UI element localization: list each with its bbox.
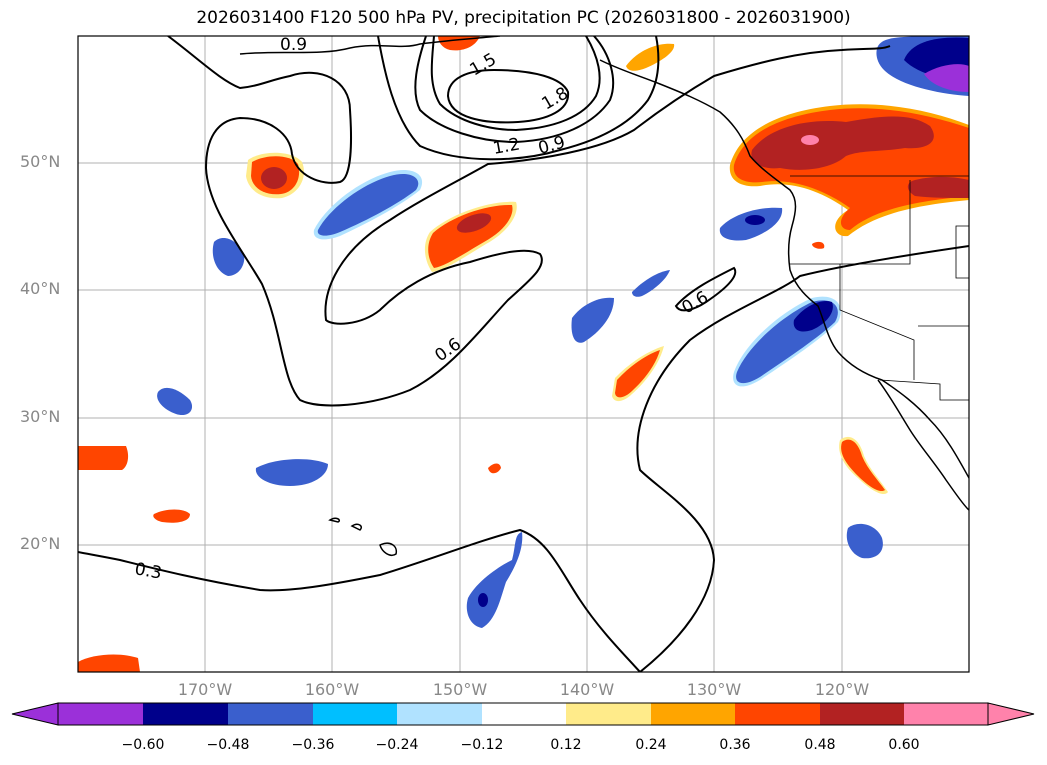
precip-neg-ca-core — [793, 300, 833, 332]
precip-blob-central-core — [428, 204, 513, 268]
precip-blob-subtropic-core — [615, 350, 660, 398]
colorbar-segment-8 — [735, 703, 820, 725]
precip-neg-mid — [571, 297, 614, 343]
colorbar — [11, 702, 1035, 726]
precip-neg-or-core — [745, 215, 765, 225]
precip-blob-canada-max-e — [907, 176, 969, 198]
lat-label-40n: 40°N — [20, 279, 61, 298]
baja-coast — [877, 379, 969, 511]
precip-neg-south — [466, 532, 523, 628]
contour-0.6-ca — [674, 266, 737, 312]
precip-positive-areas — [78, 36, 969, 672]
political-borders — [790, 175, 969, 401]
precip-neg-small — [632, 270, 670, 297]
contour-1.8 — [446, 68, 570, 124]
precip-blob-west-edge — [78, 446, 129, 470]
precip-neg-hi — [157, 387, 193, 416]
precip-blob-small-1 — [153, 509, 190, 523]
colorbar-segment-3 — [313, 703, 397, 725]
contour-1.2 — [430, 36, 601, 132]
colorbar-tick-9: 0.60 — [888, 737, 920, 753]
precip-blob-baja-core — [841, 439, 885, 492]
colorbar-tick-6: 0.24 — [635, 737, 667, 753]
precip-neg-south-core — [478, 593, 488, 607]
lon-label-160w: 160°W — [304, 680, 360, 699]
precip-blob-central-max — [456, 213, 492, 233]
precip-neg-mex — [846, 523, 883, 559]
colorbar-extend-max — [987, 702, 1035, 726]
precip-neg-aleut — [212, 238, 245, 276]
colorbar-tick-2: −0.36 — [291, 737, 335, 753]
colorbar-segment-4 — [397, 703, 482, 725]
colorbar-tick-1: −0.48 — [206, 737, 250, 753]
colorbar-extend-min — [11, 702, 59, 726]
precip-blob-small-2 — [488, 463, 501, 474]
colorbar-tick-5: 0.12 — [550, 737, 582, 753]
hawaii — [328, 517, 398, 557]
colorbar-tick-7: 0.36 — [719, 737, 751, 753]
colorbar-segment-1 — [143, 703, 228, 725]
colorbar-segment-10 — [904, 703, 988, 725]
precip-neg-ne-peak — [924, 64, 969, 92]
lon-label-130w: 130°W — [686, 680, 742, 699]
lat-label-50n: 50°N — [20, 152, 61, 171]
colorbar-tick-0: −0.60 — [121, 737, 165, 753]
contour-0.9-nw — [167, 36, 891, 407]
lon-label-120w: 120°W — [814, 680, 870, 699]
precip-neg-central-s — [255, 459, 328, 486]
precip-blob-sw-edge — [78, 654, 140, 672]
colorbar-frame — [57, 702, 989, 726]
colorbar-tick-4: −0.12 — [460, 737, 504, 753]
map-frame — [77, 35, 970, 673]
contour-0.6-east — [78, 528, 641, 672]
map-title: 2026031400 F120 500 hPa PV, precipitatio… — [196, 8, 851, 28]
precip-blob-canada-max — [751, 116, 934, 170]
colorbar-segment-5 — [482, 703, 566, 725]
alaska-coast — [239, 36, 969, 479]
contour-label-7: 0.3 — [133, 559, 163, 583]
colorbar-tick-3: −0.24 — [375, 737, 419, 753]
colorbar-segment-6 — [566, 703, 651, 725]
colorbar-tick-8: 0.48 — [804, 737, 836, 753]
contour-1.5 — [414, 36, 615, 144]
pv-contours — [78, 36, 969, 672]
lat-label-30n: 30°N — [20, 407, 61, 426]
precip-negative-areas — [157, 36, 969, 628]
colorbar-segment-0 — [58, 703, 143, 725]
precip-blob-small-3 — [812, 241, 825, 249]
colorbar-segment-7 — [651, 703, 735, 725]
precip-blob-canada-peak — [801, 135, 819, 145]
precip-blob-alaska — [438, 36, 480, 51]
contour-label-1: 1.5 — [467, 49, 500, 80]
contour-label-0: 0.9 — [280, 35, 307, 55]
colorbar-segment-9 — [820, 703, 904, 725]
lat-label-20n: 20°N — [20, 534, 61, 553]
precip-blob-ne-pacific-max — [261, 167, 287, 189]
contour-0.6-loop — [636, 245, 969, 672]
precip-blob-alaska-2 — [626, 43, 675, 71]
contour-0.9 — [377, 36, 660, 161]
contour-label-3: 1.2 — [491, 135, 521, 159]
lon-label-170w: 170°W — [177, 680, 233, 699]
precip-neg-nw-core — [317, 173, 419, 236]
contour-label-6: 0.6 — [679, 287, 712, 318]
colorbar-segment-2 — [228, 703, 313, 725]
coastlines — [239, 36, 969, 557]
lon-label-140w: 140°W — [559, 680, 615, 699]
contour-labels: 0.9 1.5 1.8 1.2 0.9 0.6 0.6 0.3 — [133, 35, 712, 584]
lon-label-150w: 150°W — [432, 680, 488, 699]
